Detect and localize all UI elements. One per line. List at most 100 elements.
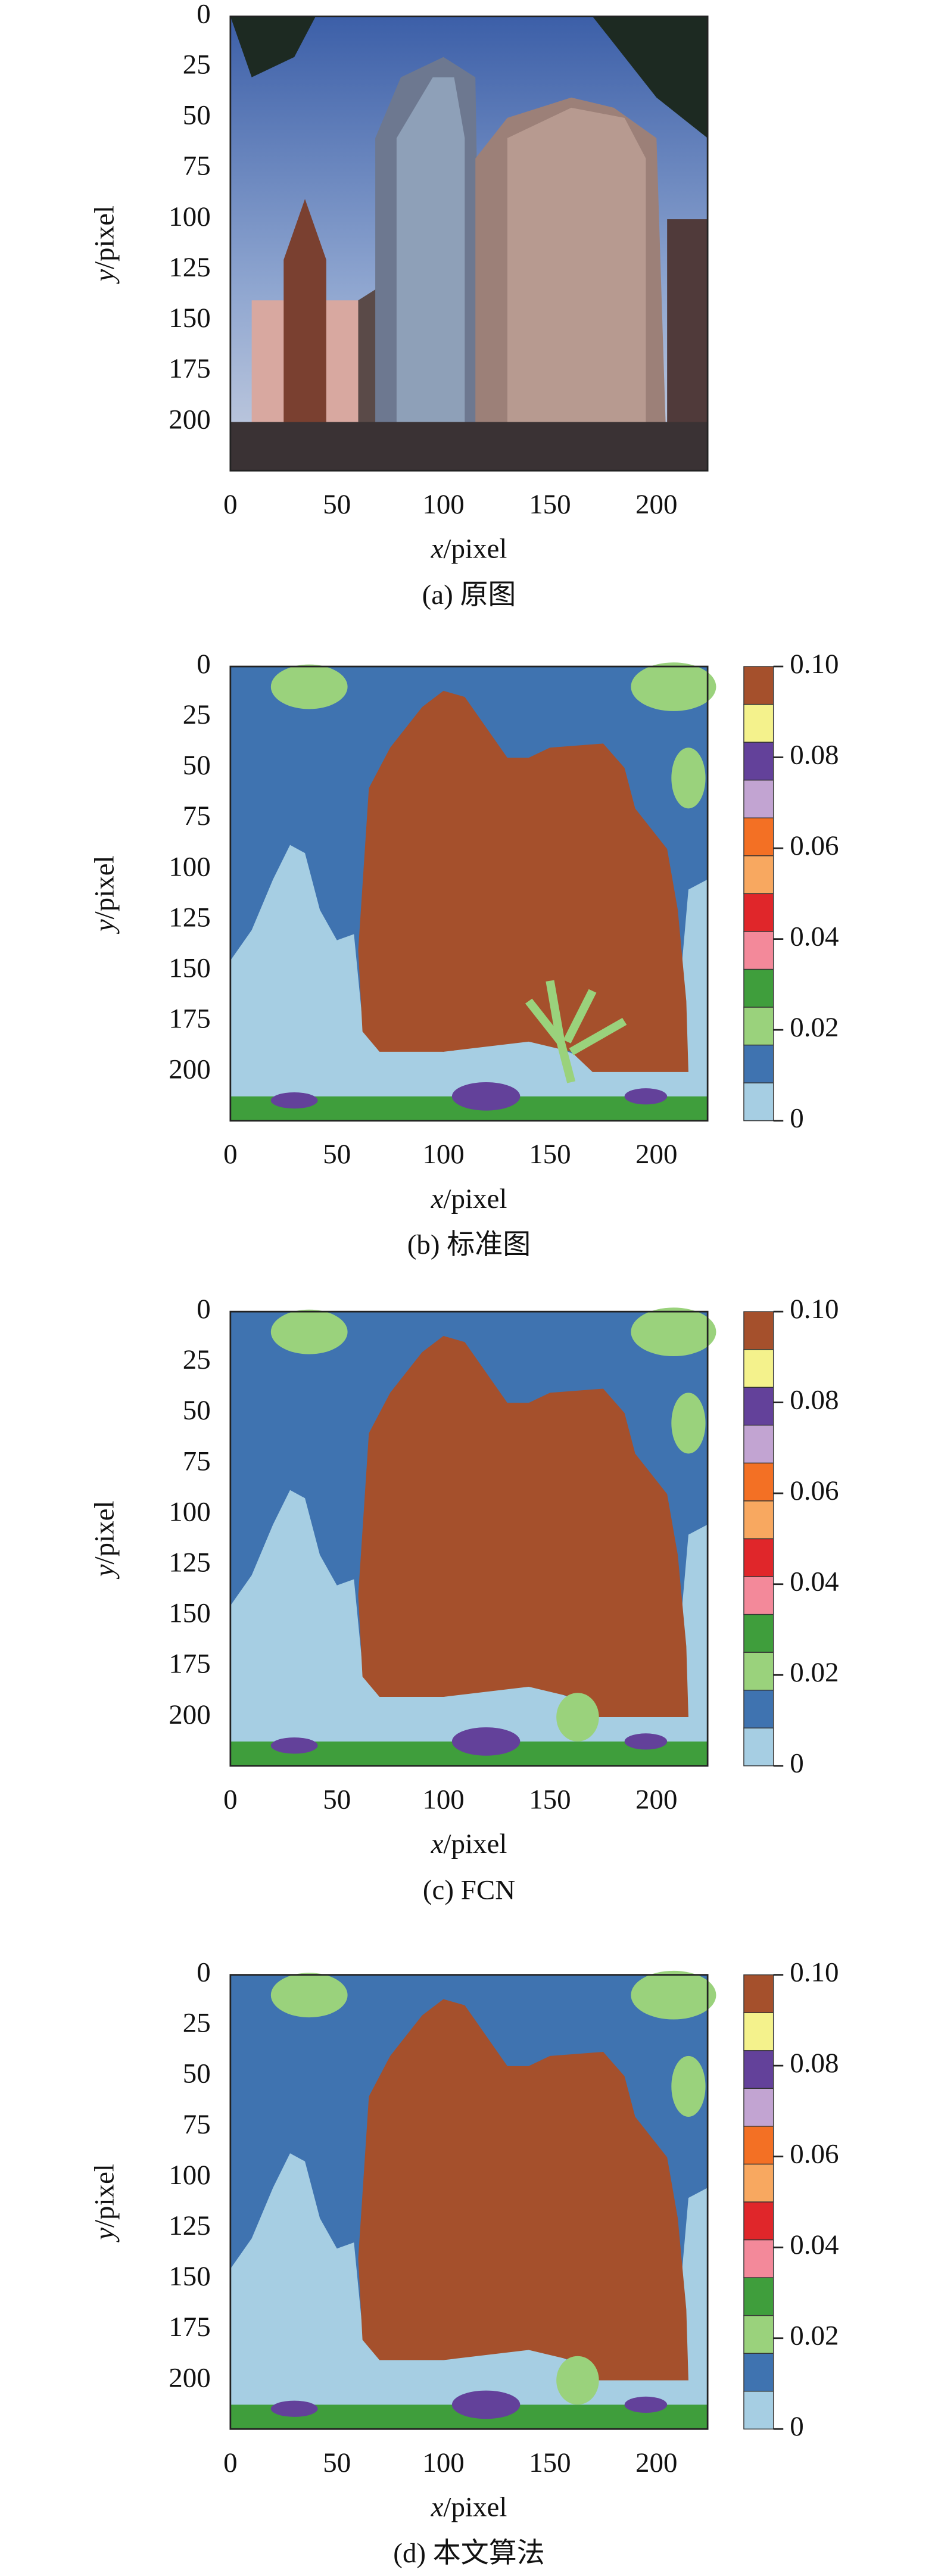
y-tick-label: 150 xyxy=(169,952,210,983)
colorbar-cell xyxy=(743,1576,774,1615)
y-tick-label: 50 xyxy=(183,1395,211,1426)
axis-unit: /pixel xyxy=(443,533,507,564)
x-tick-label: 0 xyxy=(223,2447,237,2478)
colorbar-tick-label: 0.02 xyxy=(790,2320,839,2351)
y-tick-label: 200 xyxy=(169,404,210,435)
x-tick-label: 150 xyxy=(529,1784,571,1815)
y-tick-label: 200 xyxy=(169,1699,210,1730)
axis-var: x xyxy=(431,1829,444,1859)
colorbar-cell xyxy=(743,968,774,1008)
colorbar-tick-label: 0.08 xyxy=(790,739,839,770)
y-axis-label: y/pixel xyxy=(89,205,120,284)
x-tick-label: 0 xyxy=(223,489,237,520)
y-tick-label: 25 xyxy=(183,1344,211,1375)
colorbar-cell xyxy=(743,1538,774,1577)
colorbar-cell xyxy=(743,2201,774,2241)
colorbar-cell xyxy=(743,1311,774,1350)
axis-unit: /pixel xyxy=(89,205,120,269)
colorbar-cell xyxy=(743,893,774,932)
axis-unit: /pixel xyxy=(89,855,120,919)
y-tick-label: 200 xyxy=(169,1054,210,1085)
colorbar-tick-label: 0.04 xyxy=(790,2229,839,2260)
axis-unit: /pixel xyxy=(443,1183,507,1214)
colorbar-cell xyxy=(743,1652,774,1691)
y-tick-label: 175 xyxy=(169,2312,210,2343)
y-tick-label: 50 xyxy=(183,750,211,781)
x-tick-label: 150 xyxy=(529,2447,571,2478)
axis-var: x xyxy=(431,533,444,564)
x-tick-label: 100 xyxy=(422,2447,464,2478)
y-tick-label: 100 xyxy=(169,851,210,882)
y-tick-label: 100 xyxy=(169,201,210,232)
colorbar-cell xyxy=(743,1462,774,1502)
colorbar-cell xyxy=(743,1689,774,1728)
plot-frame xyxy=(229,15,709,472)
y-tick-label: 125 xyxy=(169,1547,210,1578)
segmentation-map xyxy=(230,1307,716,1766)
axis-unit: /pixel xyxy=(89,1501,120,1565)
colorbar-cell xyxy=(743,2353,774,2392)
colorbar-cell xyxy=(743,817,774,856)
plot-frame xyxy=(229,1974,709,2430)
colorbar-cell xyxy=(743,1974,774,2013)
y-tick-label: 0 xyxy=(197,1294,210,1325)
y-axis-label: y/pixel xyxy=(89,2164,120,2242)
colorbar-cell xyxy=(743,1613,774,1653)
y-tick-label: 75 xyxy=(183,2109,211,2140)
x-axis-label: x/pixel xyxy=(431,2491,507,2522)
colorbar-tick-label: 0.06 xyxy=(790,1475,839,1506)
segmentation-map xyxy=(230,1970,716,2429)
colorbar-tick-label: 0.06 xyxy=(790,830,839,861)
colorbar-tick-label: 0.02 xyxy=(790,1012,839,1043)
y-tick-label: 0 xyxy=(197,649,210,680)
x-tick-label: 200 xyxy=(635,1784,677,1815)
colorbar-cell xyxy=(743,1044,774,1083)
y-tick-label: 125 xyxy=(169,2210,210,2241)
axis-var: y xyxy=(89,919,120,934)
x-tick-label: 50 xyxy=(323,489,351,520)
colorbar-tick-label: 0.08 xyxy=(790,2048,839,2079)
y-tick-label: 75 xyxy=(183,151,211,182)
colorbar-cell xyxy=(743,1007,774,1046)
x-axis-label: x/pixel xyxy=(431,533,507,564)
y-tick-label: 175 xyxy=(169,353,210,384)
y-tick-label: 25 xyxy=(183,2008,211,2039)
axis-unit: /pixel xyxy=(443,1829,507,1859)
y-tick-label: 175 xyxy=(169,1649,210,1680)
colorbar-cell xyxy=(743,2391,774,2429)
y-tick-label: 200 xyxy=(169,2362,210,2393)
caption: (d) 本文算法 xyxy=(393,2538,544,2569)
y-tick-label: 100 xyxy=(169,2160,210,2191)
colorbar-tick-label: 0 xyxy=(790,1102,803,1133)
colorbar-cell xyxy=(743,2088,774,2127)
x-tick-label: 0 xyxy=(223,1139,237,1170)
y-tick-label: 150 xyxy=(169,2261,210,2292)
x-tick-label: 150 xyxy=(529,1139,571,1170)
colorbar-tick-label: 0 xyxy=(790,1748,803,1779)
y-axis-label: y/pixel xyxy=(89,855,120,934)
y-tick-label: 25 xyxy=(183,49,211,80)
y-tick-label: 0 xyxy=(197,0,210,29)
colorbar-tick-label: 0 xyxy=(790,2411,803,2442)
colorbar-cell xyxy=(743,1387,774,1426)
colorbar-cell xyxy=(743,2163,774,2203)
x-tick-label: 200 xyxy=(635,489,677,520)
axis-var: y xyxy=(89,1564,120,1579)
colorbar-cell xyxy=(743,1082,774,1122)
colorbar-tick-label: 0.08 xyxy=(790,1384,839,1415)
colorbar-cell xyxy=(743,855,774,895)
y-tick-label: 75 xyxy=(183,1446,211,1477)
axis-var: y xyxy=(89,269,120,284)
axis-unit: /pixel xyxy=(89,2164,120,2228)
segmentation-map xyxy=(230,662,716,1121)
x-tick-label: 100 xyxy=(422,1784,464,1815)
colorbar-tick-label: 0.04 xyxy=(790,921,839,952)
caption: (c) FCN xyxy=(423,1874,515,1905)
x-tick-label: 0 xyxy=(223,1784,237,1815)
colorbar-cell xyxy=(743,666,774,705)
axis-var: y xyxy=(89,2228,120,2242)
y-tick-label: 75 xyxy=(183,800,211,831)
segment-region xyxy=(556,1693,599,1742)
y-axis-label: y/pixel xyxy=(89,1501,120,1580)
